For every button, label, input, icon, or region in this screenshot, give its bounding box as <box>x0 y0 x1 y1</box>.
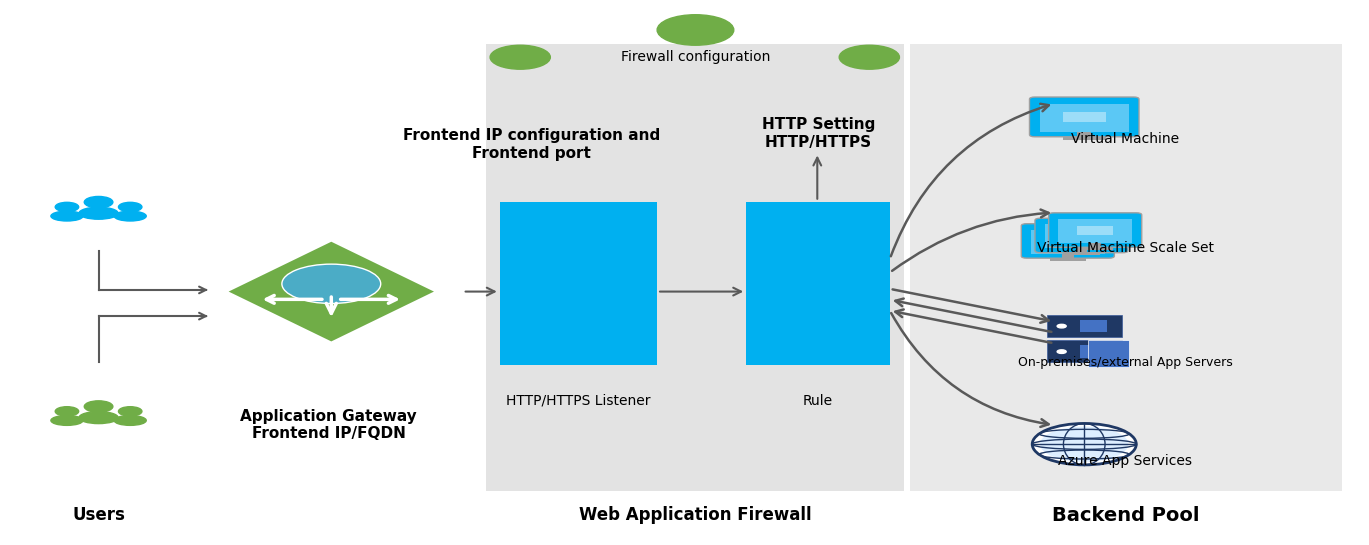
Bar <box>1058 219 1132 243</box>
Bar <box>1080 346 1106 358</box>
Bar <box>486 44 904 491</box>
Text: Users: Users <box>73 506 125 524</box>
Text: Virtual Machine: Virtual Machine <box>1072 132 1179 146</box>
Bar <box>1077 226 1113 234</box>
Bar <box>1062 254 1073 259</box>
Bar <box>1062 112 1106 123</box>
Bar <box>1047 340 1123 362</box>
Circle shape <box>55 202 78 211</box>
Text: On-premises/external App Servers: On-premises/external App Servers <box>1019 356 1232 369</box>
Bar <box>1062 137 1106 140</box>
Text: HTTP Setting
HTTP/HTTPS: HTTP Setting HTTP/HTTPS <box>763 117 875 150</box>
Bar <box>1080 320 1106 332</box>
Bar <box>1031 229 1105 253</box>
Bar <box>500 202 657 365</box>
Circle shape <box>119 202 142 211</box>
Circle shape <box>85 401 112 412</box>
Bar <box>1077 247 1113 250</box>
Ellipse shape <box>114 211 146 221</box>
Bar <box>1050 237 1086 245</box>
Bar <box>1064 252 1099 255</box>
FancyBboxPatch shape <box>1021 223 1114 258</box>
Circle shape <box>1057 324 1066 328</box>
Text: HTTP/HTTPS Listener: HTTP/HTTPS Listener <box>507 393 650 408</box>
Ellipse shape <box>51 415 84 425</box>
Circle shape <box>85 196 112 208</box>
Bar <box>1045 224 1118 248</box>
FancyBboxPatch shape <box>1049 213 1142 247</box>
Bar <box>1047 315 1123 337</box>
Circle shape <box>282 264 381 304</box>
Circle shape <box>1057 350 1066 353</box>
Text: Backend Pool: Backend Pool <box>1051 506 1199 524</box>
Text: Virtual Machine Scale Set: Virtual Machine Scale Set <box>1036 241 1214 255</box>
Bar <box>746 202 890 365</box>
Bar <box>1064 232 1099 240</box>
Circle shape <box>119 407 142 416</box>
Text: Application Gateway
Frontend IP/FQDN: Application Gateway Frontend IP/FQDN <box>240 409 418 441</box>
Text: Rule: Rule <box>802 393 834 408</box>
Circle shape <box>1032 423 1136 465</box>
FancyBboxPatch shape <box>1035 218 1128 253</box>
FancyBboxPatch shape <box>1088 340 1129 367</box>
Ellipse shape <box>79 411 118 423</box>
Circle shape <box>657 15 734 45</box>
Bar <box>1050 258 1086 261</box>
Ellipse shape <box>79 207 118 219</box>
Text: Firewall configuration: Firewall configuration <box>620 50 771 64</box>
Circle shape <box>839 45 899 69</box>
Text: Azure App Services: Azure App Services <box>1058 453 1192 468</box>
Circle shape <box>1040 427 1128 462</box>
Text: Web Application Firewall: Web Application Firewall <box>579 506 812 524</box>
Ellipse shape <box>114 415 146 425</box>
FancyBboxPatch shape <box>1029 97 1139 137</box>
Bar <box>1077 132 1091 138</box>
Ellipse shape <box>51 211 84 221</box>
Polygon shape <box>225 240 438 343</box>
Bar <box>1076 249 1087 253</box>
Bar <box>1090 243 1101 248</box>
Circle shape <box>490 45 550 69</box>
Bar <box>1040 104 1128 132</box>
Circle shape <box>55 407 78 416</box>
Bar <box>910 44 1342 491</box>
Text: Frontend IP configuration and
Frontend port: Frontend IP configuration and Frontend p… <box>402 128 660 161</box>
